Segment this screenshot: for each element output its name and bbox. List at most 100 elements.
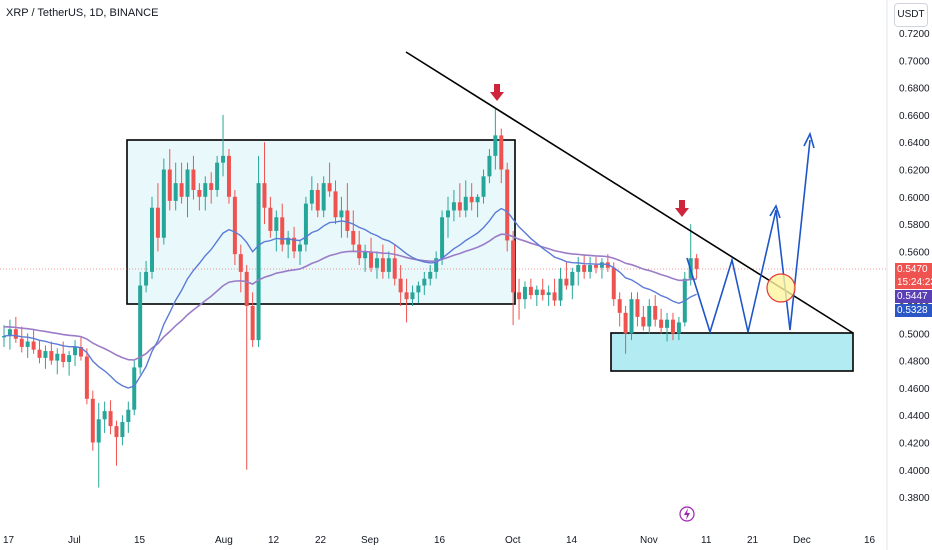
ema-fast-line (3, 207, 697, 389)
ema-fast-price-label: 0.5447 (895, 290, 932, 303)
x-tick-label: Nov (640, 535, 658, 546)
y-tick-label: 0.4800 (899, 357, 930, 368)
candle-body (138, 285, 143, 368)
candle-body (339, 210, 344, 218)
x-tick-label: 16 (864, 535, 876, 546)
candle-body (493, 135, 498, 156)
y-tick-label: 0.5600 (899, 247, 930, 258)
x-tick-label: 12 (268, 535, 280, 546)
candle-body (78, 346, 83, 357)
zigzag-projection (686, 139, 811, 335)
candle-body (623, 312, 628, 334)
y-tick-label: 0.4200 (899, 439, 930, 450)
projection-arrow-head-1 (769, 204, 781, 219)
candle-body (599, 262, 604, 268)
candle-body (694, 258, 699, 270)
candle-body (197, 189, 202, 197)
candle-body (173, 183, 178, 201)
candle-body (114, 426, 119, 438)
candle-body (446, 210, 450, 218)
candle-body (422, 278, 427, 286)
candle-body (185, 169, 190, 197)
candle-body (102, 411, 107, 420)
x-tick-label: Dec (793, 535, 811, 546)
y-tick-label: 0.6800 (899, 84, 930, 95)
x-tick-label: 15 (134, 535, 146, 546)
candle-body (43, 351, 48, 358)
candle-body (475, 196, 480, 203)
candle-body (528, 286, 533, 296)
candle-body (298, 244, 302, 252)
time-axis[interactable]: 17 Jul 15 Aug 12 22 Sep 16 Oct 14 Nov 11 21 Dec 16 (3, 535, 876, 546)
candle-body (451, 202, 456, 211)
candle-body (351, 230, 356, 245)
y-tick-label: 0.4600 (899, 384, 930, 395)
y-tick-label: 0.6400 (899, 138, 930, 149)
lightning-event-icon[interactable] (679, 506, 695, 522)
candle-body (665, 319, 670, 328)
candle-body (540, 289, 545, 296)
candle-body (209, 183, 214, 190)
candle-body (7, 329, 12, 337)
candle-body (659, 319, 664, 328)
candle-body (274, 217, 279, 231)
candle-body (120, 422, 125, 438)
y-tick-label: 0.3800 (899, 493, 930, 504)
candle-body (55, 353, 60, 361)
y-tick-label: 0.7000 (899, 56, 930, 67)
candle-body (238, 254, 243, 272)
x-tick-label: 11 (701, 535, 712, 546)
candle-body (505, 169, 510, 241)
y-tick-label: 0.6200 (899, 166, 930, 177)
candle-body (19, 338, 24, 347)
candle-body (647, 306, 652, 327)
y-tick-label: 0.6000 (899, 193, 930, 204)
candle-body (268, 207, 273, 231)
x-tick-label: 17 (3, 535, 15, 546)
candle-body (309, 189, 314, 204)
candle-body (327, 183, 332, 192)
candle-body (546, 292, 551, 296)
candle-body (61, 353, 66, 362)
candle-body (280, 217, 285, 245)
x-tick-label: Jul (68, 535, 81, 546)
candle-body (386, 258, 391, 272)
candle-body (191, 169, 196, 190)
candle-body (345, 210, 350, 231)
ema-slow-line (3, 233, 697, 361)
candle-body (90, 398, 95, 443)
projection-arrow-head-2 (803, 131, 815, 149)
candle-body (215, 162, 220, 190)
countdown-label: 15:24:23 (895, 276, 932, 289)
candle-body (676, 322, 681, 334)
ema-slow-price-label: 0.5328 (895, 304, 932, 317)
candle-body (670, 319, 675, 334)
candle-body (256, 183, 261, 341)
candle-body (303, 203, 308, 245)
x-tick-label: 14 (566, 535, 578, 546)
candle-body (392, 258, 397, 279)
candle-body (576, 265, 581, 272)
symbol-header[interactable]: XRP / TetherUS, 1D, BINANCE (6, 7, 159, 19)
y-tick-label: 0.5800 (899, 220, 930, 231)
candle-body (292, 237, 297, 252)
candle-body (611, 267, 616, 300)
candle-body (434, 258, 439, 272)
x-tick-label: 22 (315, 535, 327, 546)
x-tick-label: Oct (505, 535, 521, 546)
candle-body (641, 316, 646, 327)
candle-body (582, 265, 587, 272)
candle-body (126, 409, 131, 423)
candle-body (511, 240, 516, 293)
candle-body (463, 196, 468, 211)
candle-body (487, 155, 492, 177)
candle-body (108, 411, 113, 427)
candle-body (321, 183, 326, 211)
breakout-circle-marker (766, 273, 796, 303)
candle-body (517, 292, 522, 300)
candle-body (481, 176, 486, 197)
currency-button[interactable]: USDT (894, 3, 928, 27)
x-tick-label: 16 (434, 535, 446, 546)
candle-body (226, 155, 231, 197)
